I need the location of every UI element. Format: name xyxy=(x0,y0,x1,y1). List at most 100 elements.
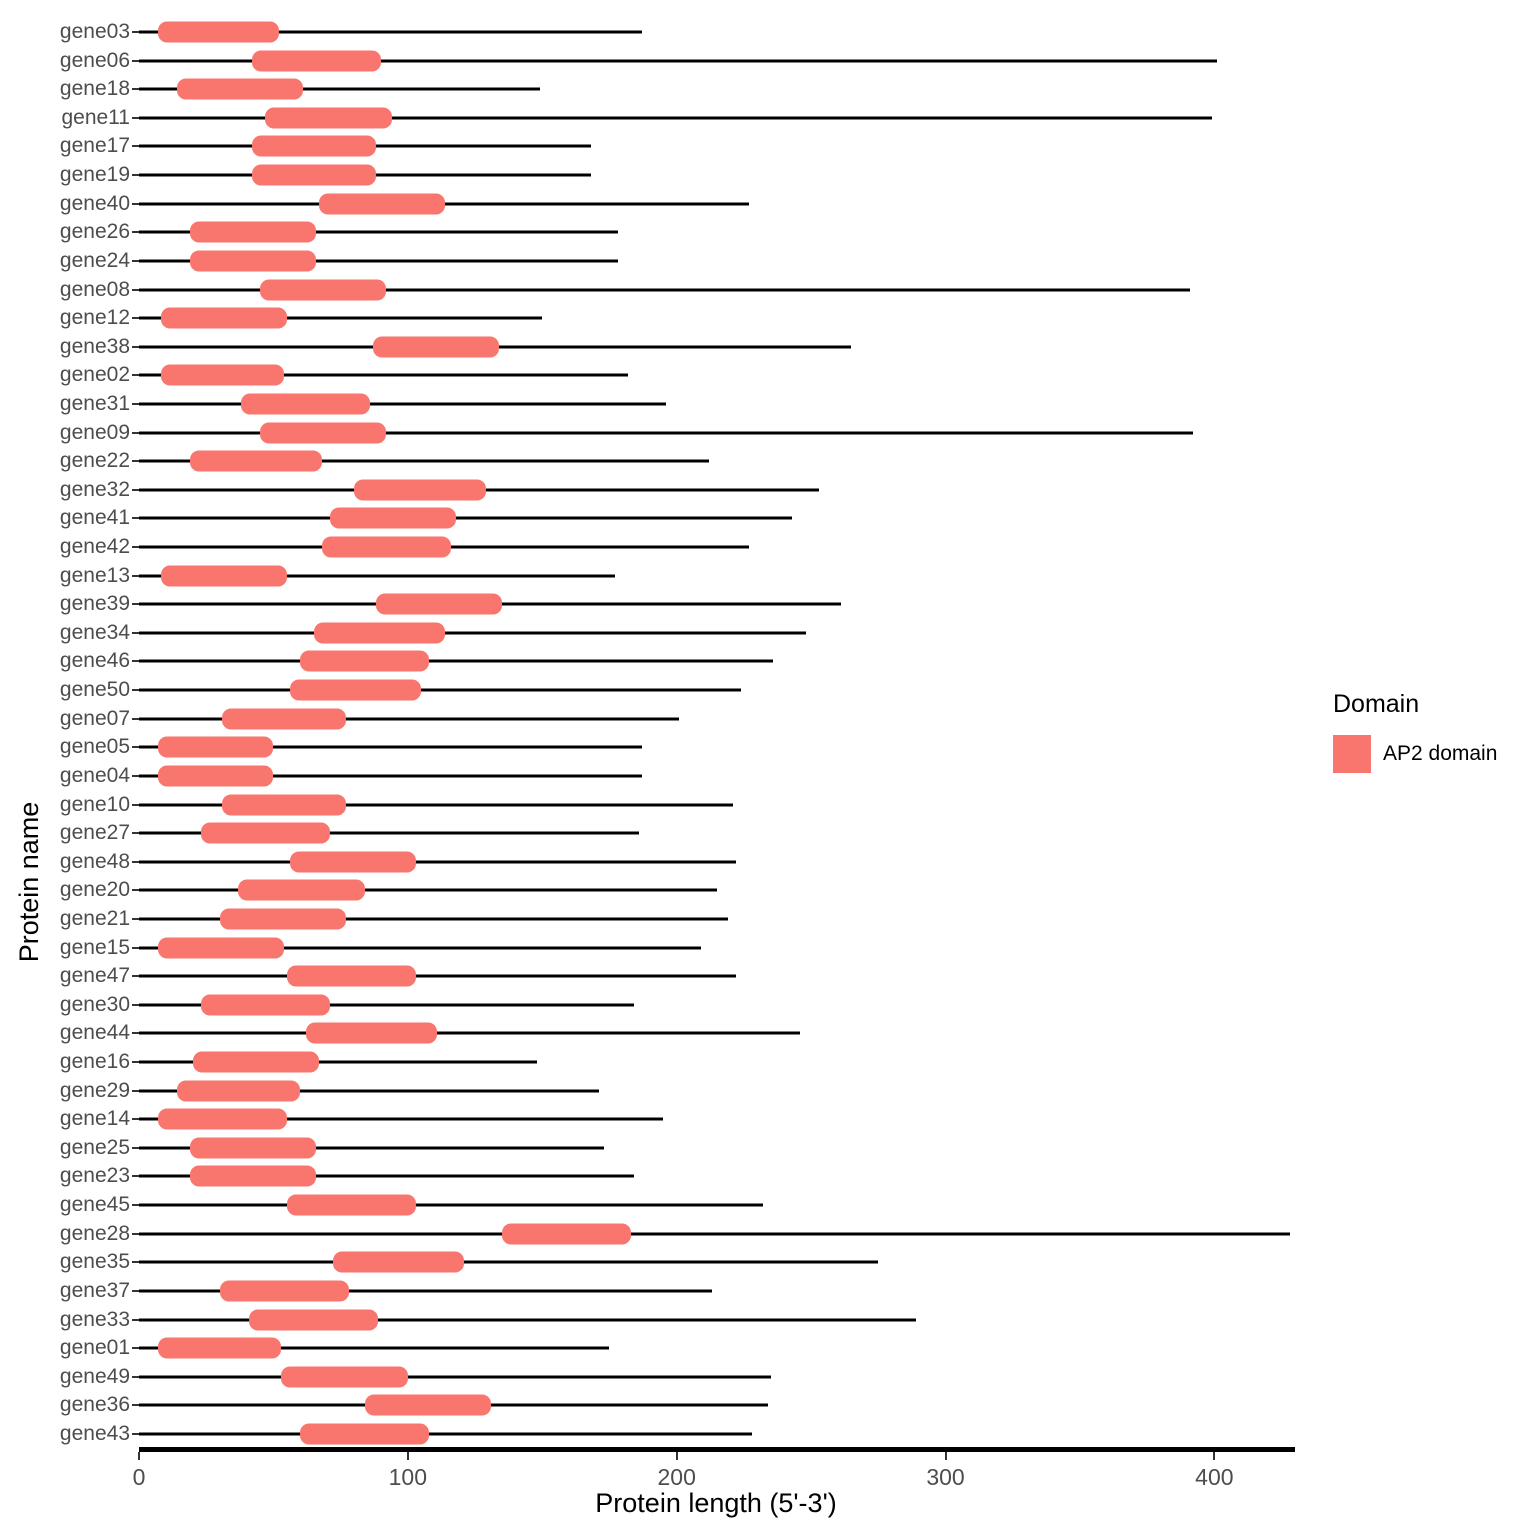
protein-chain xyxy=(139,87,540,91)
domain-bar-ap2 xyxy=(238,879,365,901)
protein-chain xyxy=(139,688,742,692)
protein-name-label: gene49 xyxy=(59,1364,130,1388)
protein-name-label: gene15 xyxy=(59,935,130,959)
domain-bar-ap2 xyxy=(190,1137,317,1159)
protein-name-label: gene42 xyxy=(59,535,130,559)
y-axis-tick xyxy=(132,317,139,320)
protein-name-label: gene12 xyxy=(59,306,130,330)
domain-bar-ap2 xyxy=(281,1366,408,1388)
y-axis-tick xyxy=(132,717,139,720)
protein-name-label: gene41 xyxy=(59,506,130,530)
y-axis-tick xyxy=(132,31,139,33)
y-axis-tick xyxy=(132,202,139,205)
domain-bar-ap2 xyxy=(321,536,451,558)
domain-bar-ap2 xyxy=(251,50,381,72)
protein-chain xyxy=(139,1346,610,1350)
protein-name-label: gene05 xyxy=(59,735,130,759)
protein-name-label: gene28 xyxy=(59,1221,130,1245)
domain-bar-ap2 xyxy=(364,1394,492,1416)
protein-name-label: gene26 xyxy=(59,220,130,244)
protein-name-label: gene40 xyxy=(59,191,130,215)
protein-name-label: gene38 xyxy=(59,334,130,358)
protein-name-label: gene13 xyxy=(59,563,130,587)
protein-chain xyxy=(139,917,728,921)
x-axis-line xyxy=(139,1447,1295,1452)
protein-chain xyxy=(139,1146,605,1150)
protein-chain xyxy=(139,1174,634,1178)
domain-bar-ap2 xyxy=(265,107,392,129)
protein-name-label: gene43 xyxy=(59,1421,130,1445)
domain-bar-ap2 xyxy=(259,422,387,444)
legend-title: Domain xyxy=(1333,690,1420,718)
protein-chain xyxy=(139,1375,771,1379)
y-axis-tick xyxy=(132,917,139,920)
y-axis-tick xyxy=(132,116,139,119)
domain-bar-ap2 xyxy=(319,193,446,215)
protein-chain xyxy=(139,516,793,520)
protein-name-label: gene21 xyxy=(59,906,130,930)
protein-name-label: gene30 xyxy=(59,992,130,1016)
y-axis-tick xyxy=(132,1232,139,1235)
protein-chain xyxy=(139,402,666,406)
protein-name-label: gene48 xyxy=(59,849,130,873)
protein-name-label: gene18 xyxy=(59,77,130,101)
protein-chain xyxy=(139,1117,664,1121)
domain-bar-ap2 xyxy=(300,650,430,672)
y-axis-tick xyxy=(132,374,139,377)
protein-name-label: gene09 xyxy=(59,420,130,444)
protein-name-label: gene45 xyxy=(59,1193,130,1217)
protein-chain xyxy=(139,1318,916,1322)
y-axis-tick xyxy=(132,946,139,949)
protein-name-label: gene08 xyxy=(59,277,130,301)
y-axis-tick xyxy=(132,631,139,634)
protein-chain xyxy=(139,459,709,463)
x-axis-tick xyxy=(675,1452,678,1460)
protein-name-label: gene06 xyxy=(59,48,130,72)
protein-name-label: gene07 xyxy=(59,706,130,730)
domain-bar-ap2 xyxy=(176,1080,301,1102)
y-axis-tick xyxy=(132,145,139,148)
protein-chain xyxy=(139,831,640,835)
domain-bar-ap2 xyxy=(251,164,376,186)
domain-bar-ap2 xyxy=(251,135,376,157)
protein-name-label: gene29 xyxy=(59,1078,130,1102)
protein-name-label: gene34 xyxy=(59,620,130,644)
protein-chain xyxy=(139,1260,879,1264)
legend-item: AP2 domain xyxy=(1333,735,1497,773)
legend-swatch-ap2-domain xyxy=(1333,735,1371,773)
y-axis-tick xyxy=(132,603,139,606)
protein-name-label: gene04 xyxy=(59,763,130,787)
y-axis-tick xyxy=(132,546,139,549)
domain-bar-ap2 xyxy=(190,221,317,243)
y-axis-tick xyxy=(132,889,139,892)
legend-item-label: AP2 domain xyxy=(1383,742,1498,765)
y-axis-tick xyxy=(132,1347,139,1350)
y-axis-tick xyxy=(132,832,139,835)
protein-chain xyxy=(139,574,615,578)
domain-bar-ap2 xyxy=(200,994,330,1016)
protein-name-label: gene11 xyxy=(61,105,130,129)
protein-name-label: gene46 xyxy=(59,649,130,673)
y-axis-tick xyxy=(132,1432,139,1435)
protein-name-label: gene44 xyxy=(59,1021,130,1045)
protein-chain xyxy=(139,1089,599,1093)
legend: Domain AP2 domain xyxy=(1333,690,1497,773)
protein-name-label: gene33 xyxy=(59,1307,130,1331)
protein-chain xyxy=(139,288,1191,291)
y-axis-tick xyxy=(132,288,139,291)
protein-name-label: gene14 xyxy=(59,1107,130,1131)
y-axis-tick xyxy=(132,660,139,663)
y-axis-tick xyxy=(132,231,139,234)
protein-name-label: gene39 xyxy=(59,592,130,616)
y-axis-tick xyxy=(132,574,139,577)
domain-bar-ap2 xyxy=(354,479,486,501)
y-axis-tick xyxy=(132,59,139,62)
domain-bar-ap2 xyxy=(249,1309,379,1331)
protein-name-label: gene25 xyxy=(59,1135,130,1159)
domain-bar-ap2 xyxy=(160,565,287,587)
protein-name-label: gene01 xyxy=(59,1336,130,1360)
protein-name-label: gene35 xyxy=(59,1250,130,1274)
x-axis-tick-label: 0 xyxy=(132,1464,146,1490)
protein-name-label: gene22 xyxy=(59,449,130,473)
